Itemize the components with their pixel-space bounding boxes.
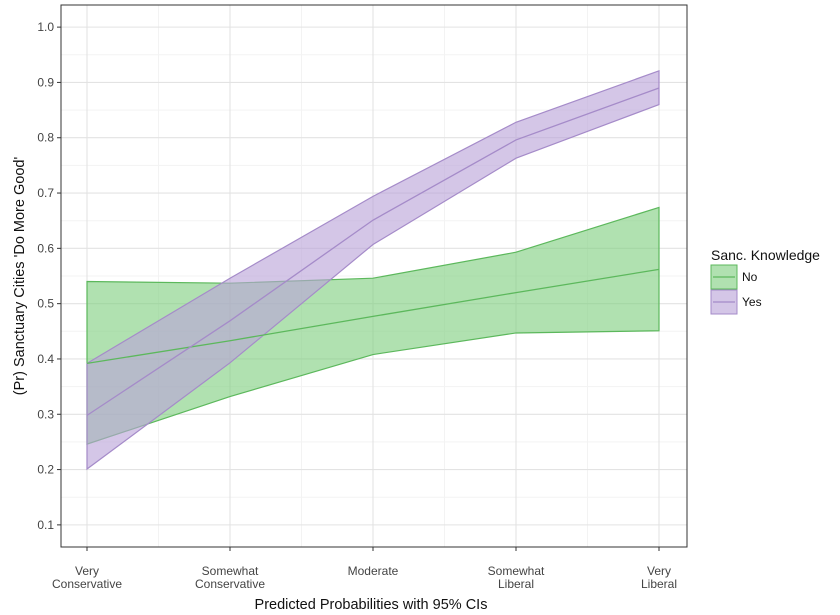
x-tick-label: Moderate [348,564,399,578]
x-tick-label-line: Very [75,564,99,578]
line-no [86,268,660,365]
legend-items: No Yes [710,264,762,315]
x-tick-label: Very Liberal [641,564,677,591]
plot-border [60,4,688,548]
y-tick-label: 1.0 [37,20,54,34]
line-yes [86,87,660,416]
y-tick-label: 0.8 [37,131,54,145]
confidence-ribbons [86,69,660,471]
legend-title: Sanc. Knowledge [711,247,820,263]
x-tick-label-line: Moderate [348,564,399,578]
y-axis-title: (Pr) Sanctuary Cities 'Do More Good' [12,157,28,396]
y-axis: 0.1 0.2 0.3 0.4 0.5 0.6 0.7 0.8 0.9 1.0 [37,20,61,532]
ribbon-yes [86,69,660,471]
x-tick-label-line: Liberal [498,577,534,591]
x-tick-label: Somewhat Conservative [195,564,265,591]
x-tick-label-line: Very [647,564,671,578]
x-tick-label: Very Conservative [52,564,122,591]
legend-label-yes: Yes [742,295,762,309]
y-tick-label: 0.9 [37,75,54,89]
legend: Sanc. Knowledge No Yes [710,247,820,315]
y-tick-label: 0.5 [37,297,54,311]
y-tick-label: 0.6 [37,241,54,255]
x-tick-label-line: Conservative [52,577,122,591]
x-axis-title: Predicted Probabilities with 95% CIs [255,597,488,613]
x-tick-label-line: Somewhat [202,564,259,578]
x-tick-label: Somewhat Liberal [488,564,545,591]
legend-label-no: No [742,270,758,284]
y-tick-label: 0.7 [37,186,54,200]
y-tick-label: 0.4 [37,352,54,366]
y-tick-label: 0.2 [37,463,54,477]
series-lines [86,87,660,416]
x-tick-label-line: Conservative [195,577,265,591]
y-tick-label: 0.3 [37,407,54,421]
x-tick-label-line: Liberal [641,577,677,591]
y-tick-label: 0.1 [37,518,54,532]
x-tick-label-line: Somewhat [488,564,545,578]
